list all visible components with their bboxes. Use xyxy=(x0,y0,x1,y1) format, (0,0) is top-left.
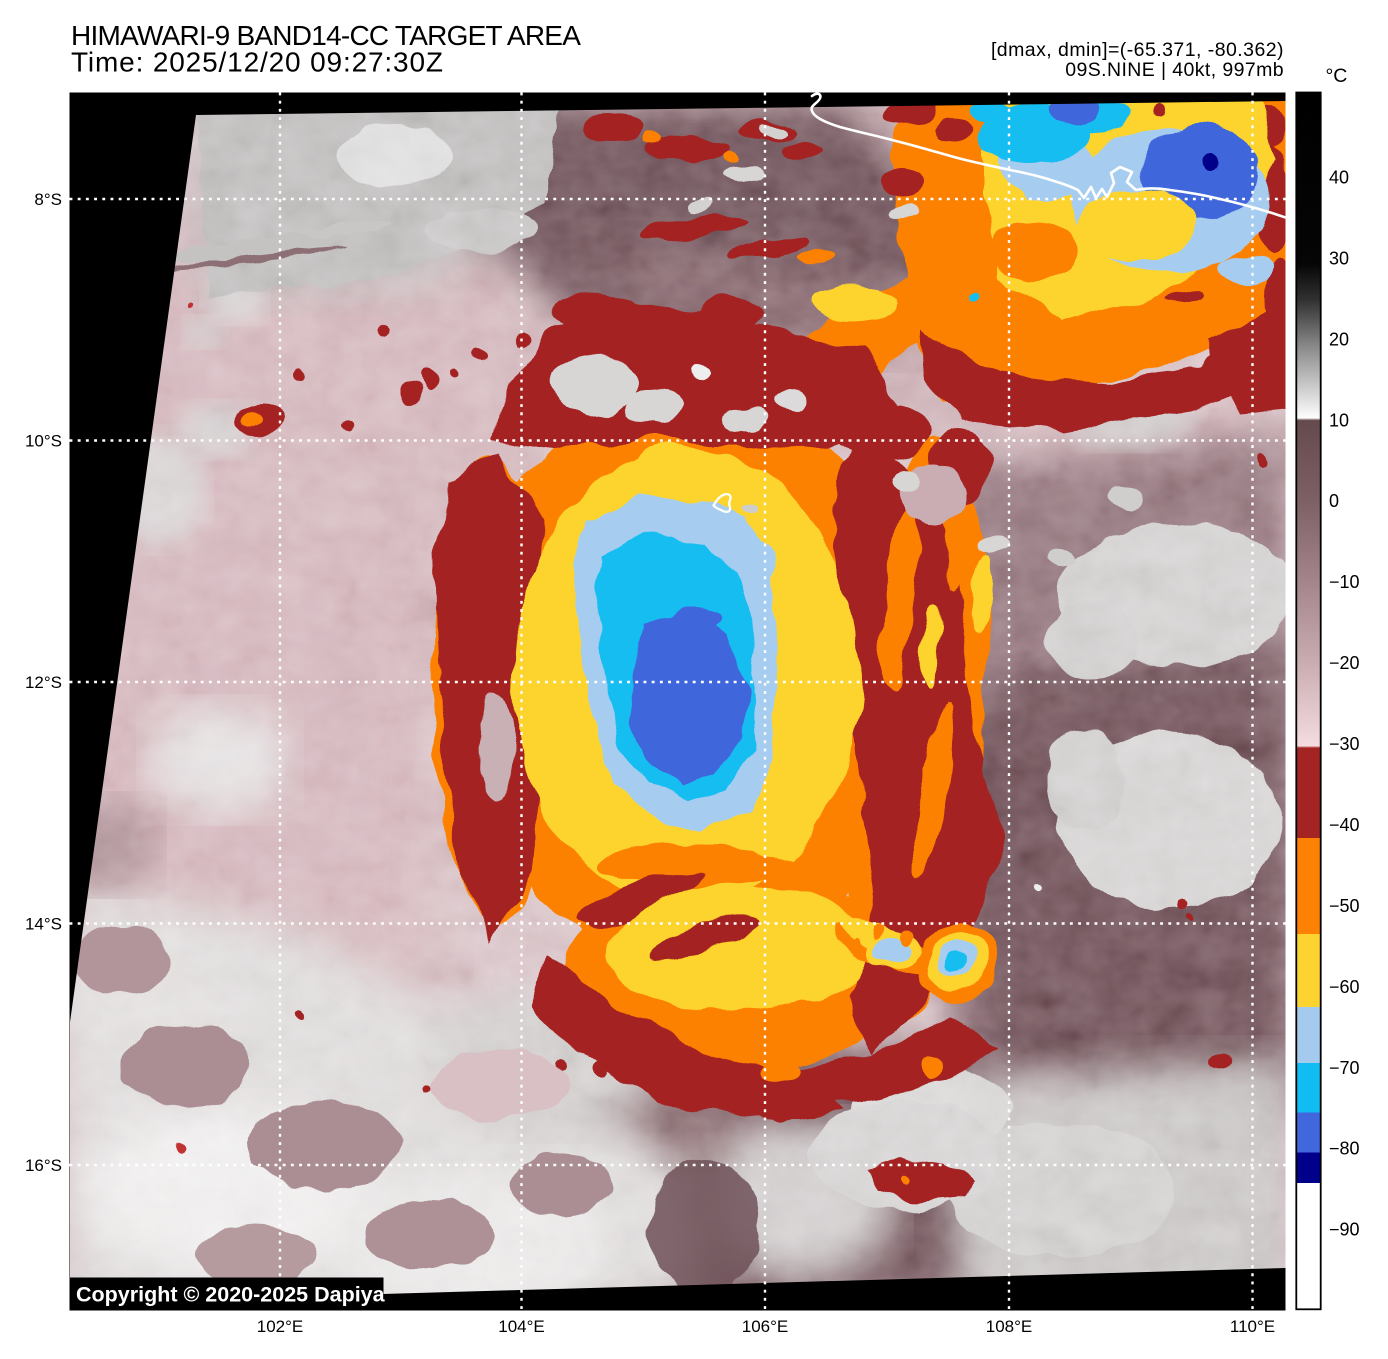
svg-text:10: 10 xyxy=(1329,410,1349,430)
svg-text:14°S: 14°S xyxy=(25,915,62,934)
svg-text:−80: −80 xyxy=(1329,1139,1360,1159)
svg-text:HIMAWARI-9 BAND14-CC TARGET AR: HIMAWARI-9 BAND14-CC TARGET AREA xyxy=(71,20,581,51)
svg-text:30: 30 xyxy=(1329,249,1349,269)
svg-text:110°E: 110°E xyxy=(1230,1317,1275,1336)
svg-text:10°S: 10°S xyxy=(25,432,62,451)
svg-text:−50: −50 xyxy=(1329,896,1360,916)
svg-text:Time: 2025/12/20 09:27:30Z: Time: 2025/12/20 09:27:30Z xyxy=(71,47,444,78)
svg-text:16°S: 16°S xyxy=(25,1156,62,1175)
svg-text:−40: −40 xyxy=(1329,815,1360,835)
svg-text:−70: −70 xyxy=(1329,1058,1360,1078)
svg-text:09S.NINE | 40kt, 997mb: 09S.NINE | 40kt, 997mb xyxy=(1065,59,1284,81)
svg-text:−90: −90 xyxy=(1329,1220,1360,1240)
svg-text:0: 0 xyxy=(1329,491,1339,511)
svg-text:−30: −30 xyxy=(1329,734,1360,754)
svg-text:104°E: 104°E xyxy=(498,1317,545,1336)
svg-text:[dmax, dmin]=(-65.371, -80.362: [dmax, dmin]=(-65.371, -80.362) xyxy=(991,39,1284,61)
svg-text:40: 40 xyxy=(1329,168,1349,188)
svg-text:108°E: 108°E xyxy=(986,1317,1033,1336)
svg-text:106°E: 106°E xyxy=(742,1317,789,1336)
svg-text:−10: −10 xyxy=(1329,572,1360,592)
svg-text:Copyright © 2020-2025 Dapiya: Copyright © 2020-2025 Dapiya xyxy=(76,1283,386,1307)
svg-text:°C: °C xyxy=(1326,65,1348,87)
svg-text:12°S: 12°S xyxy=(25,673,62,692)
svg-text:−20: −20 xyxy=(1329,653,1360,673)
svg-text:20: 20 xyxy=(1329,329,1349,349)
svg-text:8°S: 8°S xyxy=(34,190,62,209)
svg-text:−60: −60 xyxy=(1329,977,1360,997)
svg-text:102°E: 102°E xyxy=(257,1317,304,1336)
